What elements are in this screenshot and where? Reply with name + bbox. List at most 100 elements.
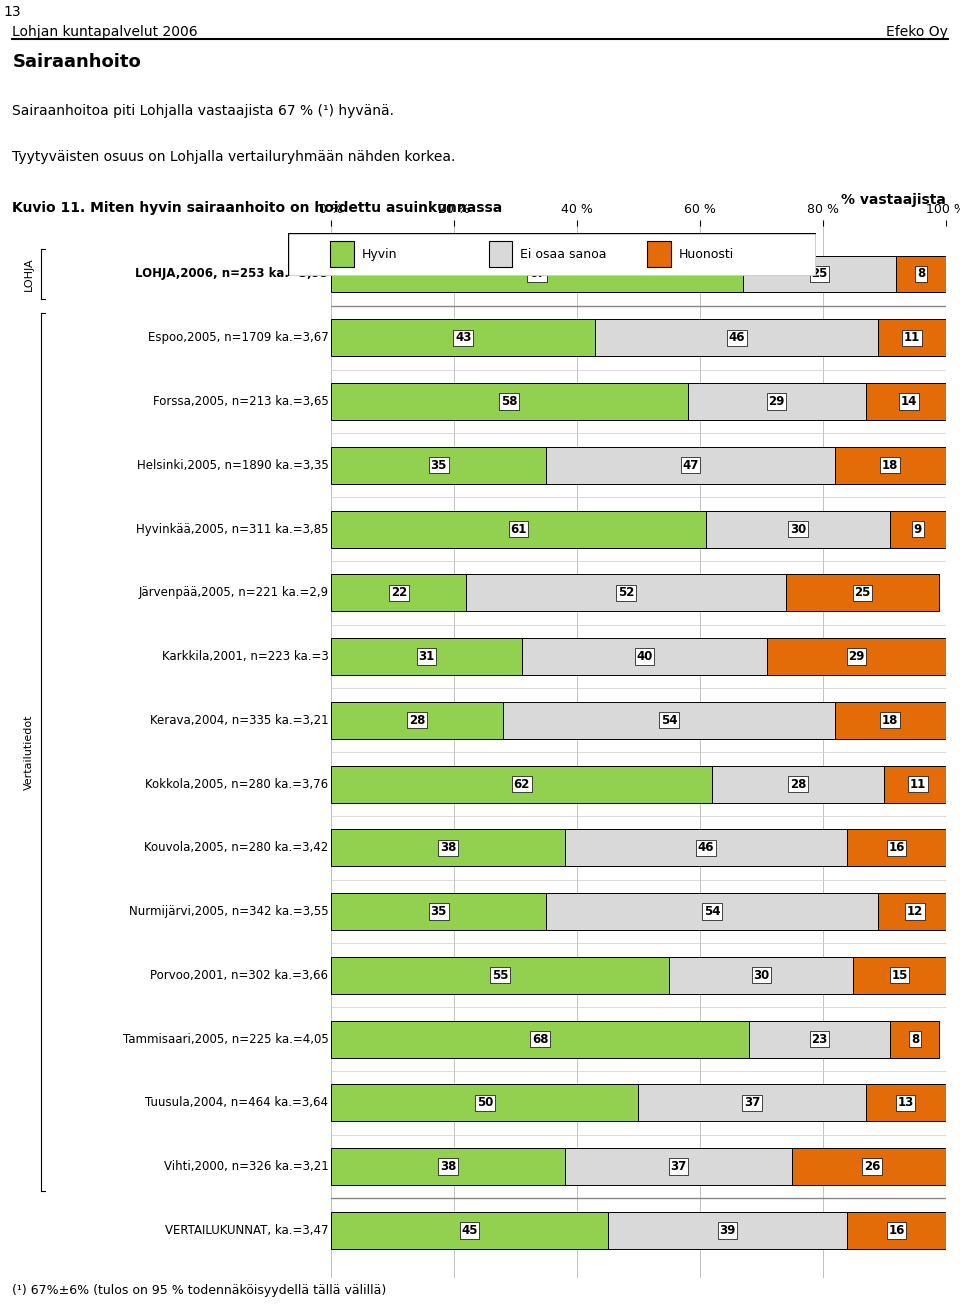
Text: Lohjan kuntapalvelut 2006: Lohjan kuntapalvelut 2006: [12, 25, 198, 39]
Bar: [712, 765, 884, 802]
Bar: [331, 255, 743, 292]
Text: Helsinki,2005, n=1890 ka.=3,35: Helsinki,2005, n=1890 ka.=3,35: [136, 459, 328, 472]
Text: Huonosti: Huonosti: [679, 249, 734, 260]
Bar: [853, 957, 946, 994]
Bar: [330, 242, 354, 267]
Text: Forssa,2005, n=213 ka.=3,65: Forssa,2005, n=213 ka.=3,65: [153, 394, 328, 408]
Bar: [331, 320, 595, 356]
Text: 67: 67: [529, 267, 545, 280]
Text: 58: 58: [501, 394, 517, 408]
Text: 14: 14: [900, 394, 917, 408]
Text: 54: 54: [660, 714, 678, 727]
Bar: [835, 447, 946, 484]
Text: Vihti,2000, n=326 ka.=3,21: Vihti,2000, n=326 ka.=3,21: [163, 1160, 328, 1173]
Text: 16: 16: [888, 842, 904, 855]
Text: Kerava,2004, n=335 ka.=3,21: Kerava,2004, n=335 ka.=3,21: [150, 714, 328, 727]
Text: 15: 15: [891, 969, 908, 982]
Text: LOHJA,2006, n=253 ka.=3,95: LOHJA,2006, n=253 ka.=3,95: [135, 267, 328, 280]
Bar: [331, 510, 706, 547]
FancyBboxPatch shape: [288, 233, 816, 276]
Bar: [706, 510, 890, 547]
FancyBboxPatch shape: [3, 216, 955, 1289]
Bar: [331, 765, 712, 802]
Text: Porvoo,2001, n=302 ka.=3,66: Porvoo,2001, n=302 ka.=3,66: [151, 969, 328, 982]
Bar: [489, 242, 513, 267]
Text: 18: 18: [882, 714, 899, 727]
Text: Nurmijärvi,2005, n=342 ka.=3,55: Nurmijärvi,2005, n=342 ka.=3,55: [129, 905, 328, 918]
Bar: [546, 893, 878, 930]
Bar: [878, 320, 946, 356]
Bar: [767, 638, 946, 675]
Text: 46: 46: [698, 842, 714, 855]
Text: LOHJA: LOHJA: [24, 258, 35, 291]
Bar: [331, 702, 503, 739]
Bar: [866, 383, 951, 419]
Text: 29: 29: [768, 394, 785, 408]
Bar: [546, 447, 835, 484]
Bar: [564, 1148, 792, 1185]
Text: 61: 61: [511, 522, 527, 535]
Bar: [331, 638, 521, 675]
Text: Järvenpää,2005, n=221 ka.=2,9: Järvenpää,2005, n=221 ka.=2,9: [138, 586, 328, 600]
Text: 39: 39: [719, 1224, 735, 1237]
Text: 37: 37: [670, 1160, 686, 1173]
Bar: [897, 255, 946, 292]
Text: 28: 28: [790, 777, 806, 790]
Bar: [521, 638, 767, 675]
Text: 12: 12: [907, 905, 923, 918]
Bar: [848, 830, 946, 867]
Text: 13: 13: [4, 5, 21, 18]
Bar: [687, 383, 866, 419]
Text: 45: 45: [461, 1224, 478, 1237]
Bar: [331, 1212, 608, 1249]
Bar: [792, 1148, 951, 1185]
Text: 11: 11: [903, 331, 920, 345]
Bar: [608, 1212, 848, 1249]
Text: 62: 62: [514, 777, 530, 790]
Bar: [878, 893, 951, 930]
Text: % vastaajista: % vastaajista: [841, 193, 946, 206]
Text: 52: 52: [618, 586, 635, 600]
Bar: [884, 765, 951, 802]
Text: 30: 30: [790, 522, 806, 535]
Text: Kouvola,2005, n=280 ka.=3,42: Kouvola,2005, n=280 ka.=3,42: [144, 842, 328, 855]
Text: Ei osaa sanoa: Ei osaa sanoa: [520, 249, 607, 260]
Bar: [467, 575, 786, 611]
Bar: [835, 702, 946, 739]
Text: Vertailutiedot: Vertailutiedot: [24, 714, 35, 790]
Text: 13: 13: [898, 1097, 914, 1110]
Bar: [848, 1212, 946, 1249]
Text: Sairaanhoito: Sairaanhoito: [12, 53, 141, 71]
Bar: [331, 447, 546, 484]
Bar: [743, 255, 897, 292]
Text: Kokkola,2005, n=280 ka.=3,76: Kokkola,2005, n=280 ka.=3,76: [145, 777, 328, 790]
Bar: [331, 1085, 638, 1122]
Text: 8: 8: [917, 267, 925, 280]
Text: 25: 25: [854, 586, 871, 600]
Text: 47: 47: [683, 459, 699, 472]
Text: 11: 11: [910, 777, 926, 790]
Text: 29: 29: [849, 650, 865, 663]
Text: 37: 37: [744, 1097, 760, 1110]
Bar: [890, 1020, 940, 1057]
Text: 54: 54: [704, 905, 720, 918]
Text: Hyvinkää,2005, n=311 ka.=3,85: Hyvinkää,2005, n=311 ka.=3,85: [136, 522, 328, 535]
Bar: [331, 1020, 749, 1057]
Text: 8: 8: [911, 1032, 919, 1045]
Bar: [786, 575, 940, 611]
Bar: [669, 957, 853, 994]
Bar: [331, 575, 467, 611]
Text: 55: 55: [492, 969, 509, 982]
Bar: [866, 1085, 946, 1122]
Text: Tammisaari,2005, n=225 ka.=4,05: Tammisaari,2005, n=225 ka.=4,05: [123, 1032, 328, 1045]
Text: Tyytyväisten osuus on Lohjalla vertailuryhmään nähden korkea.: Tyytyväisten osuus on Lohjalla vertailur…: [12, 150, 456, 164]
Bar: [331, 830, 564, 867]
Bar: [749, 1020, 890, 1057]
Text: 9: 9: [914, 522, 922, 535]
Text: 46: 46: [729, 331, 745, 345]
Text: 30: 30: [754, 969, 769, 982]
Bar: [564, 830, 848, 867]
Text: 43: 43: [455, 331, 471, 345]
Bar: [331, 383, 687, 419]
Text: 16: 16: [888, 1224, 904, 1237]
